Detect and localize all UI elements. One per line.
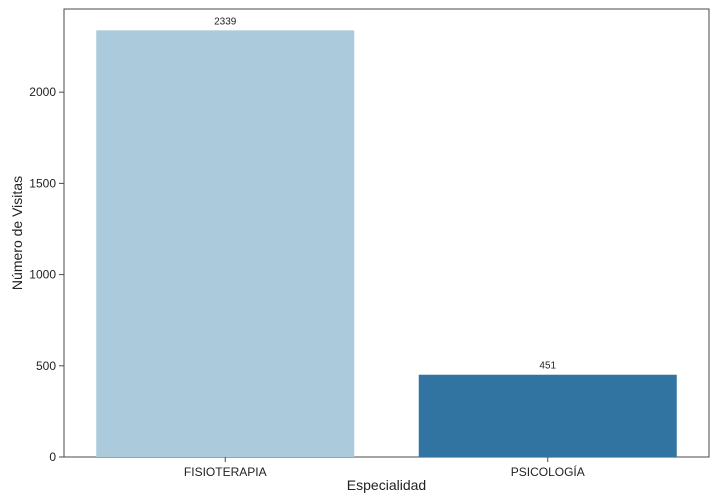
y-axis-ticks: 0 500 1000 1500 2000 <box>29 85 64 464</box>
bar-value-label-1: 451 <box>539 361 556 372</box>
y-tick-label-0: 0 <box>49 450 56 464</box>
y-tick-label-1: 500 <box>36 359 56 373</box>
bars-group <box>96 30 677 458</box>
x-axis-title: Especialidad <box>347 477 426 493</box>
y-tick-label-3: 1500 <box>29 176 56 190</box>
y-tick-label-2: 1000 <box>29 268 56 282</box>
y-axis-title: Número de Visitas <box>9 176 25 290</box>
x-tick-label-1: PSICOLOGÍA <box>511 464 585 479</box>
x-tick-label-0: FISIOTERAPIA <box>184 465 267 479</box>
bar-value-label-0: 2339 <box>214 16 237 27</box>
y-tick-label-4: 2000 <box>29 85 56 99</box>
bar-0 <box>96 30 355 458</box>
data-labels-group: 2339 451 <box>214 16 556 371</box>
x-axis-ticks: FISIOTERAPIA PSICOLOGÍA <box>184 457 585 479</box>
bar-1 <box>418 374 677 457</box>
